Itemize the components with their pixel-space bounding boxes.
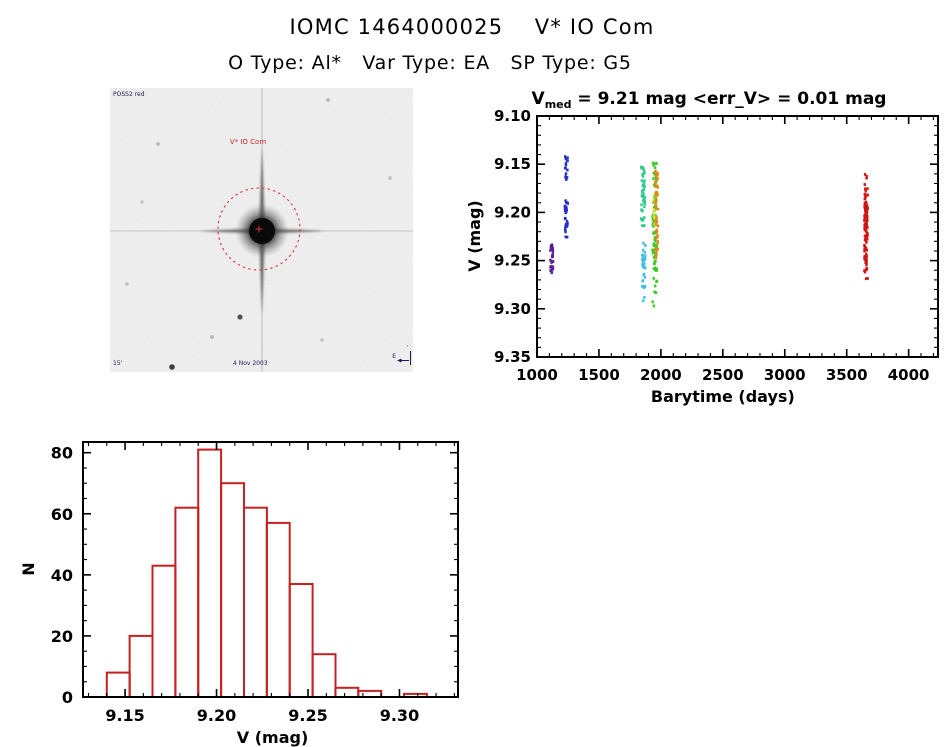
histogram-tick-labels: 0 20 40 60 80 9.15 9.20 9.25 9.30 <box>51 444 419 725</box>
svg-text:9.15: 9.15 <box>105 706 144 725</box>
svg-text:4000: 4000 <box>888 366 930 384</box>
cluster-epoch-4-cyan <box>641 241 647 303</box>
svg-text:80: 80 <box>51 444 73 463</box>
scatter-title: Vmed = 9.21 mag <err_V> = 0.01 mag <box>532 89 887 111</box>
page-subtitle: O Type: Al* Var Type: EA SP Type: G5 <box>228 52 632 74</box>
orientation-marker <box>397 351 411 365</box>
cluster-epoch-3-teal <box>640 165 647 227</box>
svg-text:3500: 3500 <box>826 366 868 384</box>
aperture-circle <box>217 187 301 271</box>
svg-text:2000: 2000 <box>640 366 682 384</box>
finding-chart-image: V* IO Com POSS2 red 15' 4 Nov 2003 E ' <box>110 88 413 372</box>
svg-text:0: 0 <box>62 688 73 707</box>
svg-text:9.30: 9.30 <box>494 300 531 318</box>
magnitude-histogram: 0 20 40 60 80 9.15 9.20 9.25 9.30 V (mag) N <box>19 441 459 747</box>
central-star <box>198 148 326 314</box>
cluster-epoch-1-purple <box>549 243 555 275</box>
cluster-epoch-8-red <box>863 173 869 281</box>
date-label: 4 Nov 2003 <box>233 360 268 367</box>
east-label: E <box>392 353 396 360</box>
svg-text:9.25: 9.25 <box>494 252 531 270</box>
svg-text:9.25: 9.25 <box>288 706 327 725</box>
scatter-ylabel: V (mag) <box>465 200 484 272</box>
svg-text:1500: 1500 <box>578 366 620 384</box>
svg-text:60: 60 <box>51 505 73 524</box>
svg-text:40: 40 <box>51 566 73 585</box>
histogram-xlabel: V (mag) <box>237 728 309 747</box>
east-arrow-icon <box>397 358 402 363</box>
scatter-points <box>549 155 869 308</box>
target-name-label: V* IO Com <box>230 138 266 146</box>
scatter-axes <box>536 115 939 358</box>
scatter-xlabel: Barytime (days) <box>651 387 795 406</box>
survey-label: POSS2 red <box>113 91 145 98</box>
svg-text:1000: 1000 <box>516 366 558 384</box>
svg-text:9.10: 9.10 <box>494 107 531 125</box>
north-tick-label: ' <box>407 345 408 351</box>
histogram-bars <box>105 448 428 699</box>
svg-text:3000: 3000 <box>764 366 806 384</box>
histogram-ylabel: N <box>19 562 38 575</box>
svg-text:9.20: 9.20 <box>494 203 531 221</box>
histogram-axes <box>82 441 459 698</box>
svg-text:9.30: 9.30 <box>380 706 419 725</box>
field-stars <box>125 98 392 370</box>
aperture-center-cross <box>255 225 263 233</box>
cluster-epoch-2-blue <box>563 155 569 239</box>
cluster-epoch-7-orange <box>654 169 660 260</box>
star-core <box>249 218 275 244</box>
page-title: IOMC 1464000025 V* IO Com <box>289 15 655 39</box>
svg-text:20: 20 <box>51 627 73 646</box>
svg-text:9.20: 9.20 <box>197 706 236 725</box>
svg-text:9.15: 9.15 <box>494 155 531 173</box>
svg-text:2500: 2500 <box>702 366 744 384</box>
scale-label: 15' <box>113 360 123 367</box>
svg-text:9.35: 9.35 <box>494 348 531 366</box>
